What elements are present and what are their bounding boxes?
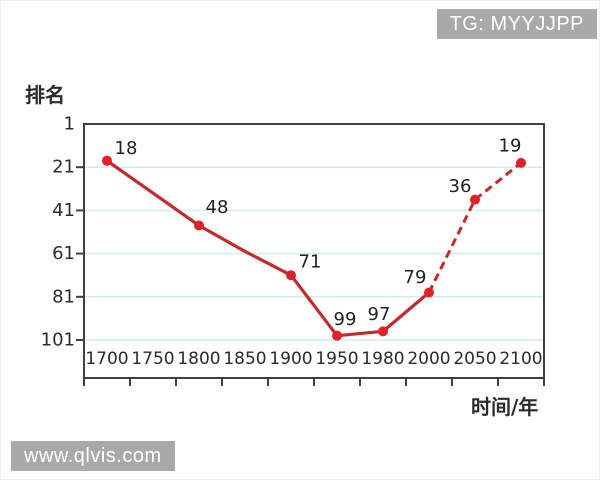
data-point-marker xyxy=(516,157,526,168)
data-point-label: 99 xyxy=(334,309,357,330)
x-tick-label: 1980 xyxy=(361,349,404,369)
y-tick-label: 61 xyxy=(52,243,75,264)
data-point-marker xyxy=(286,270,296,281)
series-line-dashed-projection xyxy=(427,161,522,294)
y-tick-label: 41 xyxy=(52,200,75,221)
series-line-solid xyxy=(106,159,431,338)
x-tick-label: 1750 xyxy=(131,349,174,369)
x-tick-label: 1800 xyxy=(177,349,220,369)
x-tick-label: 2100 xyxy=(499,349,542,369)
data-point-marker xyxy=(332,330,342,341)
x-tick-label: 2000 xyxy=(407,349,450,369)
data-point-label: 19 xyxy=(499,135,522,156)
data-point-label: 18 xyxy=(115,138,138,159)
data-point-label: 71 xyxy=(299,252,322,273)
y-tick-label: 101 xyxy=(41,330,75,351)
data-point-label: 97 xyxy=(368,304,391,325)
y-axis-title: 排名 xyxy=(25,83,65,107)
data-point-marker xyxy=(424,287,434,298)
tg-watermark-badge: TG: MYYJJPP xyxy=(436,9,597,39)
data-point-label: 36 xyxy=(449,176,472,197)
x-tick-label: 1850 xyxy=(223,349,266,369)
x-tick-label: 1950 xyxy=(315,349,358,369)
data-point-marker xyxy=(194,220,204,231)
x-tick-label: 1900 xyxy=(269,349,312,369)
x-tick-label: 1700 xyxy=(85,349,128,369)
y-tick-label: 21 xyxy=(52,157,75,178)
data-point-marker xyxy=(378,326,388,337)
site-watermark-badge: www.qlvis.com xyxy=(11,441,175,471)
x-axis-title: 时间/年 xyxy=(471,395,539,419)
data-point-marker xyxy=(102,155,112,166)
data-point-label: 48 xyxy=(206,197,229,218)
data-point-label: 79 xyxy=(404,267,427,288)
data-point-marker xyxy=(470,194,480,205)
y-tick-label: 81 xyxy=(52,286,75,307)
x-tick-label: 2050 xyxy=(453,349,496,369)
y-tick-label: 1 xyxy=(64,114,75,135)
